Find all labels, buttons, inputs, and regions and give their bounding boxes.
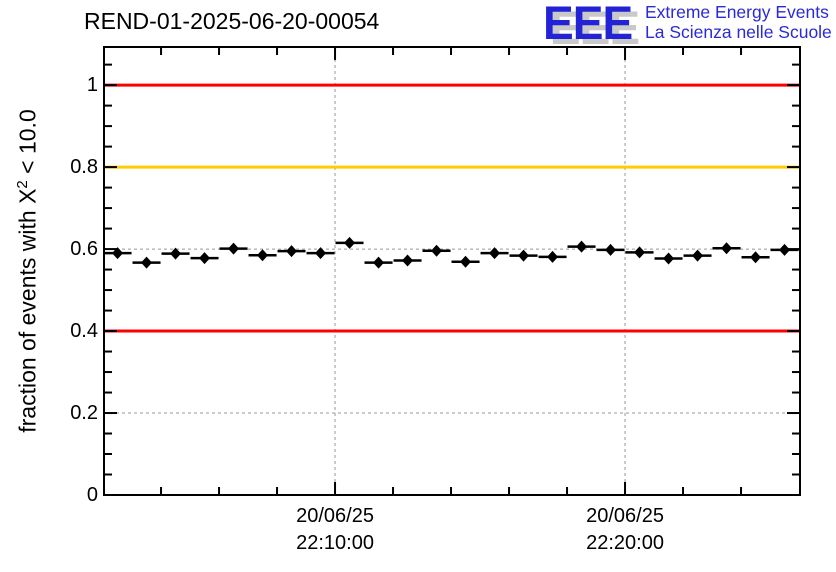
data-point — [721, 242, 733, 255]
x-tick-label: 20/06/25 22:10:00 — [255, 503, 415, 557]
data-point — [605, 243, 617, 256]
data-point — [112, 247, 124, 260]
eee-logo-line2: La Scienza nelle Scuole — [645, 22, 832, 42]
data-point — [431, 244, 443, 257]
data-point — [489, 247, 501, 260]
x-tick-date: 20/06/25 — [296, 505, 374, 527]
data-point — [460, 255, 472, 268]
data-point — [141, 256, 153, 269]
eee-logo-acronym: EEE — [543, 0, 633, 49]
x-tick-date: 20/06/25 — [586, 505, 664, 527]
plot-title: REND-01-2025-06-20-00054 — [84, 8, 380, 34]
data-point — [286, 245, 298, 258]
plot-frame — [103, 46, 801, 496]
data-point — [750, 251, 762, 264]
data-point — [576, 240, 588, 253]
data-point — [170, 247, 182, 260]
data-point — [692, 249, 704, 262]
y-tick-label: 0.2 — [70, 402, 98, 425]
data-point — [634, 246, 646, 259]
data-point — [402, 254, 414, 267]
data-point — [199, 252, 211, 265]
y-tick-label: 0.8 — [70, 156, 98, 179]
eee-logo-line1: Extreme Energy Events — [645, 2, 829, 22]
y-tick-label: 1 — [86, 74, 98, 97]
y-tick-label: 0.4 — [70, 320, 98, 343]
eee-logo: EEE Extreme Energy Events La Scienza nel… — [541, 0, 836, 50]
x-tick-time: 22:20:00 — [586, 532, 664, 554]
data-point — [257, 249, 269, 262]
y-tick-label: 0.6 — [70, 238, 98, 261]
data-point — [547, 250, 559, 263]
data-point — [779, 243, 791, 256]
data-point — [518, 249, 530, 262]
y-tick-label: 0 — [86, 484, 98, 506]
x-tick-label: 20/06/25 22:20:00 — [545, 503, 705, 557]
data-point — [344, 236, 356, 249]
data-point — [663, 252, 675, 265]
data-point — [373, 256, 385, 269]
x-tick-time: 22:10:00 — [296, 532, 374, 554]
eee-logo-text: Extreme Energy Events La Scienza nelle S… — [645, 2, 832, 42]
data-point — [228, 242, 240, 255]
data-point — [315, 247, 327, 260]
